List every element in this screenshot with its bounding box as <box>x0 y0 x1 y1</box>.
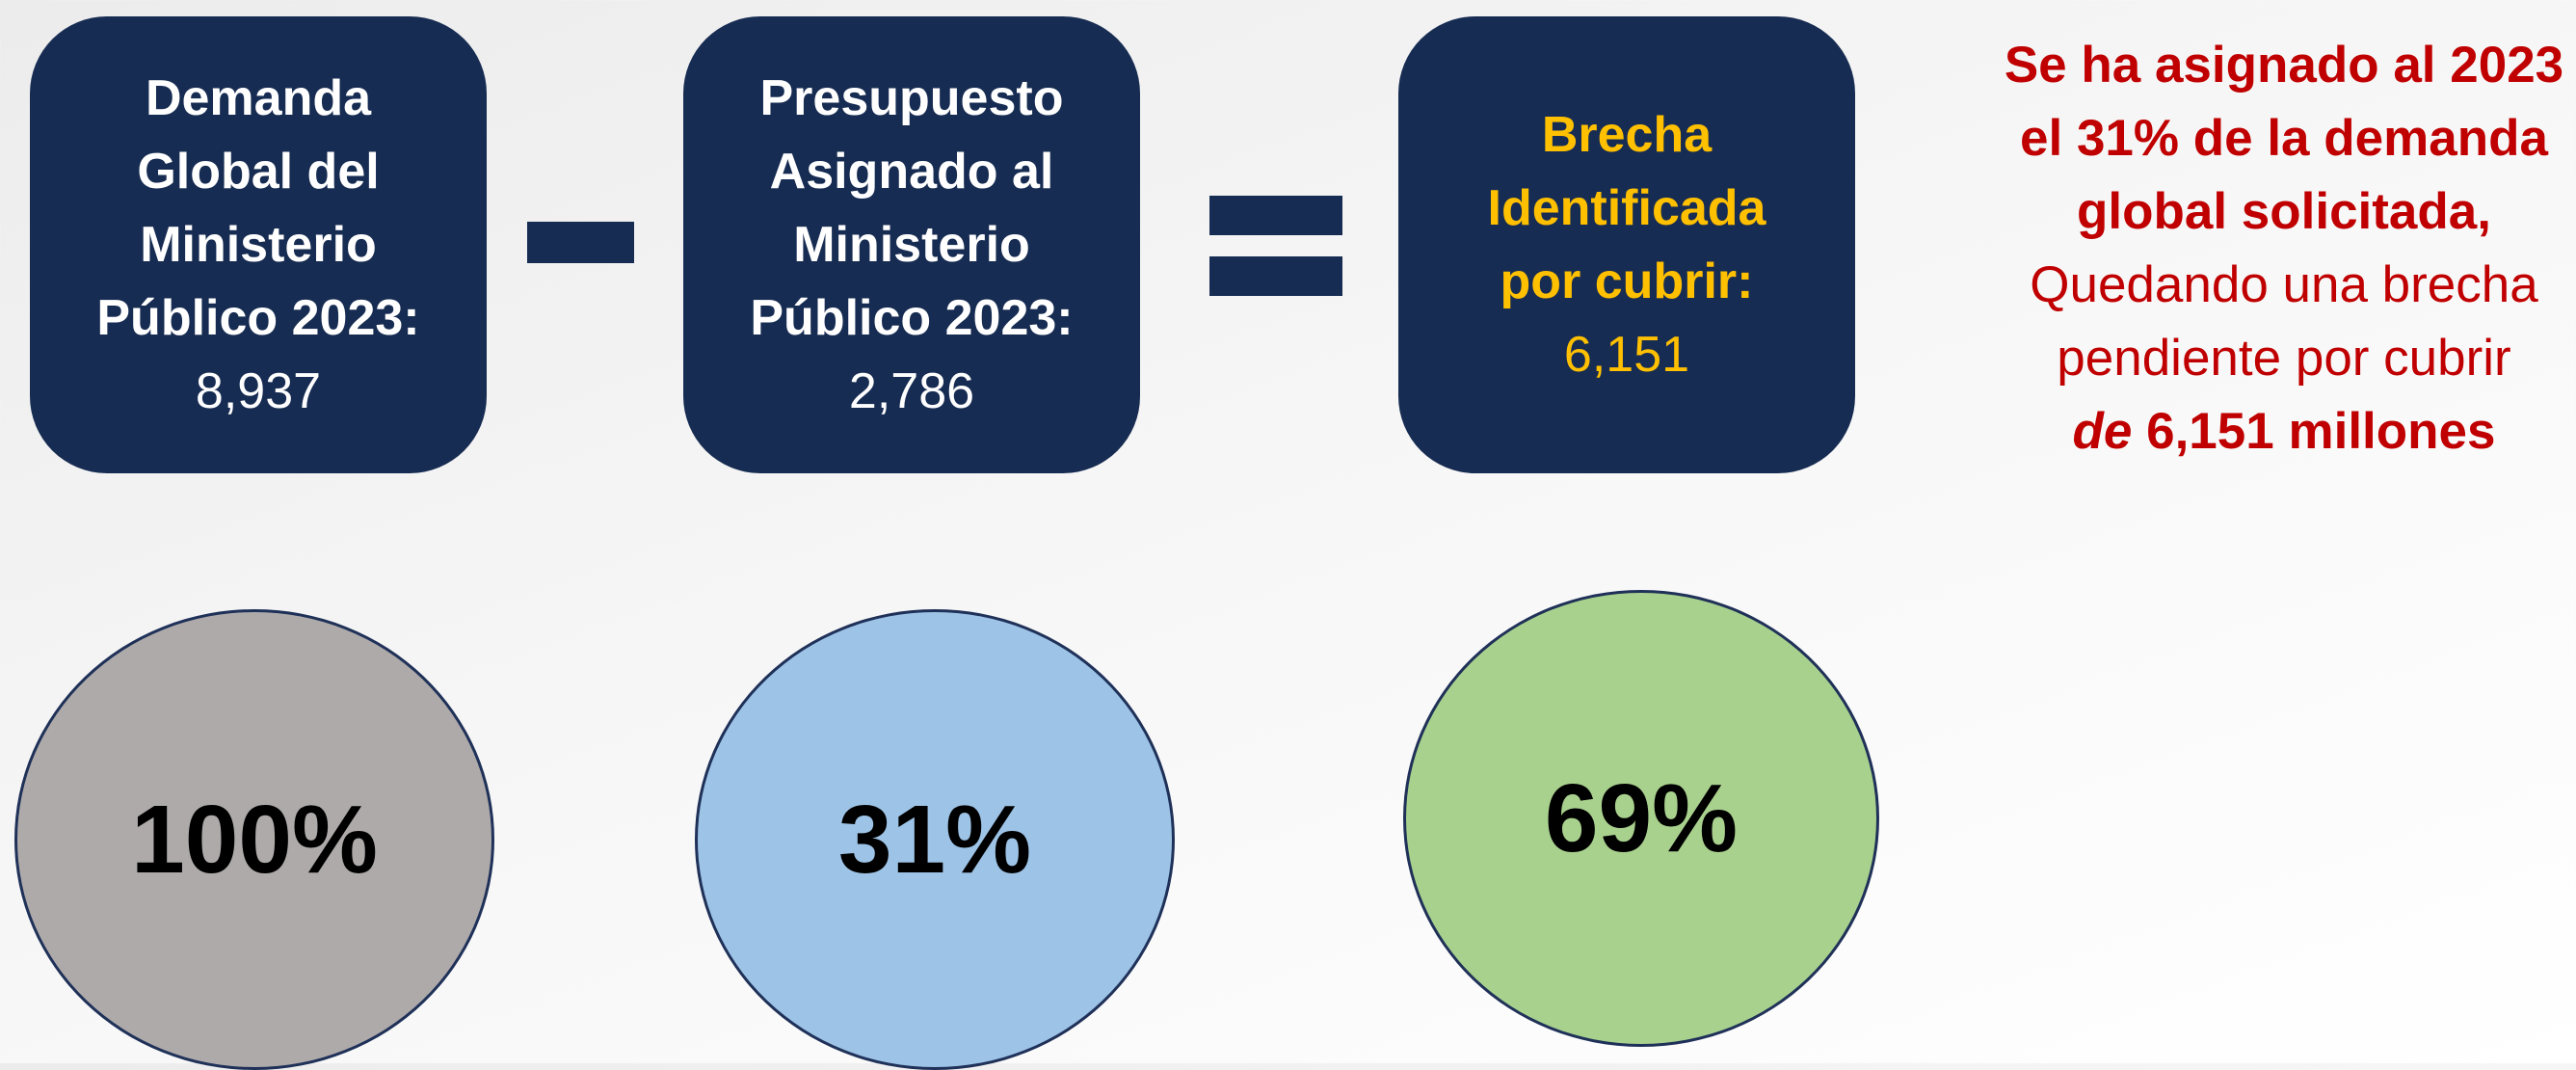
note-last-line: de 6,151 millones <box>2073 403 2496 460</box>
budget-box: Presupuesto Asignado al Ministerio Públi… <box>683 16 1140 473</box>
equals-sign-top <box>1209 196 1342 235</box>
box-label: Demanda <box>145 70 372 126</box>
note-bold: Se ha asignado al 2023 <box>2004 37 2564 94</box>
circle-label: 31% <box>837 785 1032 894</box>
circle-label: 100% <box>131 785 378 894</box>
note-bold: global solicitada, <box>2077 183 2491 240</box>
note: Se ha asignado al 2023 el 31% de la dema… <box>1966 29 2576 468</box>
equals-sign-bottom <box>1209 256 1342 296</box>
circle-total: 100% <box>14 609 494 1070</box>
box-value: 6,151 <box>1563 327 1690 383</box>
note-text: pendiente por cubrir <box>2057 330 2511 387</box>
box-label: Global del <box>137 144 380 200</box>
box-value: 2,786 <box>848 363 975 419</box>
demand-box: Demanda Global del Ministerio Público 20… <box>30 16 487 473</box>
circle-assigned: 31% <box>695 609 1175 1070</box>
box-label: por cubrir: <box>1500 254 1754 309</box>
box-label: Asignado al <box>769 144 1054 200</box>
box-label: Ministerio <box>140 217 377 273</box>
box-value: 8,937 <box>195 363 322 419</box>
box-label: Público 2023: <box>750 290 1074 346</box>
gap-box: Brecha Identificada por cubrir: 6,151 <box>1398 16 1855 473</box>
circle-gap: 69% <box>1403 590 1879 1047</box>
note-bold-end: 6,151 millones <box>2146 403 2496 460</box>
box-label: Presupuesto <box>759 70 1064 126</box>
note-italic: de <box>2072 403 2133 460</box>
minus-sign <box>527 222 634 263</box>
circle-label: 69% <box>1544 763 1739 872</box>
box-label: Ministerio <box>793 217 1030 273</box>
box-label: Público 2023: <box>96 290 420 346</box>
box-label: Brecha <box>1541 107 1713 163</box>
note-text: Quedando una brecha <box>2030 256 2538 313</box>
box-label: Identificada <box>1487 180 1766 236</box>
note-bold: el 31% de la demanda <box>2020 110 2548 167</box>
